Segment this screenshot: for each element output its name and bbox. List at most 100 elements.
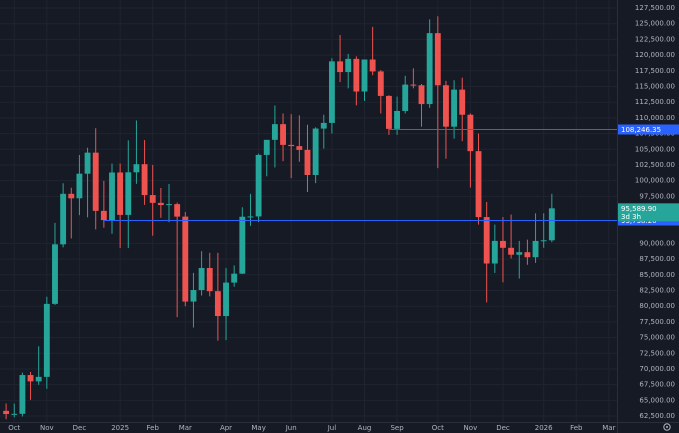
x-tick-label: Oct	[432, 424, 444, 432]
candle-body	[296, 146, 303, 150]
candle-body	[157, 202, 164, 206]
y-tick-label: 110,000.00	[635, 114, 675, 122]
y-tick-label: 77,500.00	[639, 318, 675, 326]
candle-body	[133, 164, 140, 173]
y-tick-label: 120,000.00	[635, 51, 675, 59]
candle-body	[361, 59, 368, 92]
candle-body	[109, 172, 115, 221]
price-line-label-box	[618, 124, 679, 135]
x-tick-label: Mar	[179, 424, 192, 432]
y-tick-label: 100,000.00	[635, 177, 675, 185]
y-tick-label: 80,000.00	[639, 302, 675, 310]
x-tick-label: Oct	[8, 424, 20, 432]
candle-body	[206, 268, 213, 292]
candle-body	[280, 124, 286, 145]
candle-body	[491, 240, 498, 264]
y-tick-label: 70,000.00	[639, 365, 675, 373]
y-tick-label: 82,500.00	[639, 286, 675, 294]
candle-body	[337, 61, 343, 73]
candle-body	[182, 216, 189, 302]
y-tick-label: 105,000.00	[635, 145, 675, 153]
candle-body	[548, 208, 555, 241]
candle-body	[483, 217, 490, 264]
candle-body	[443, 85, 449, 127]
countdown-label: 3d 3h	[621, 213, 641, 221]
candle-body	[239, 216, 246, 274]
candle-body	[475, 151, 482, 218]
candle-body	[198, 268, 205, 291]
candle-body	[214, 291, 221, 317]
y-tick-label: 72,500.00	[639, 349, 675, 357]
y-tick-label: 87,500.00	[639, 255, 675, 263]
y-tick-label: 127,500.00	[635, 4, 675, 12]
candle-body	[328, 61, 335, 123]
settings-icon[interactable]	[663, 423, 671, 431]
candle-body	[60, 193, 67, 245]
candle-body	[353, 58, 360, 92]
candle-body	[43, 303, 50, 377]
candle-body	[320, 122, 327, 129]
candle-body	[84, 152, 91, 174]
x-tick-label: Jun	[285, 424, 297, 432]
candle-body	[524, 252, 531, 258]
candle-body	[141, 164, 148, 196]
candle-body	[35, 376, 42, 382]
candle-body	[369, 59, 376, 72]
y-tick-label: 102,500.00	[635, 161, 675, 169]
x-tick-label: Feb	[570, 424, 583, 432]
candle-body	[394, 110, 401, 129]
y-tick-label: 62,500.00	[639, 412, 675, 420]
candle-body	[125, 172, 132, 215]
candle-body	[68, 193, 75, 199]
candle-body	[247, 216, 254, 218]
x-tick-label: Sep	[390, 424, 404, 432]
candle-body	[500, 240, 506, 248]
candle-body	[410, 84, 417, 86]
candle-body	[149, 195, 156, 203]
y-tick-label: 85,000.00	[639, 271, 675, 279]
candle-body	[304, 149, 311, 176]
candle-body	[402, 84, 409, 111]
candle-body	[467, 114, 474, 152]
x-tick-label: Nov	[40, 424, 54, 432]
candle-body	[418, 85, 425, 105]
y-tick-label: 75,000.00	[639, 334, 675, 342]
y-tick-label: 122,500.00	[635, 35, 675, 43]
x-tick-label: 2025	[111, 424, 129, 432]
x-tick-label: Nov	[464, 424, 478, 432]
candle-body	[508, 247, 515, 255]
y-tick-label: 65,000.00	[639, 396, 675, 404]
y-tick-label: 112,500.00	[635, 98, 675, 106]
candle-body	[288, 144, 295, 147]
x-tick-label: Dec	[73, 424, 87, 432]
x-tick-label: May	[251, 424, 265, 432]
x-tick-label: 2026	[535, 424, 553, 432]
candle-body	[52, 244, 58, 304]
candle-body	[117, 172, 124, 215]
candle-body	[76, 173, 83, 199]
candle-body	[540, 240, 547, 242]
candle-body	[223, 282, 229, 317]
x-tick-label: Dec	[496, 424, 510, 432]
candle-body	[451, 89, 458, 127]
price-line-label: 108,246.35	[621, 126, 661, 134]
candle-body	[434, 33, 441, 86]
candle-body	[27, 375, 34, 382]
candle-body	[255, 154, 262, 217]
candle-body	[263, 139, 270, 155]
candle-body	[11, 413, 18, 415]
candle-body	[231, 273, 238, 283]
x-tick-label: Feb	[147, 424, 160, 432]
last-price-label: 95,589.90	[621, 205, 657, 213]
x-tick-label: Aug	[358, 424, 372, 432]
candle-body	[459, 89, 466, 115]
candle-body	[3, 410, 10, 415]
y-tick-label: 97,500.00	[639, 192, 675, 200]
x-tick-label: Mar	[602, 424, 615, 432]
x-tick-label: Apr	[220, 424, 232, 432]
candle-body	[377, 71, 384, 96]
candle-body	[516, 252, 523, 255]
candle-body	[166, 204, 172, 206]
y-tick-label: 67,500.00	[639, 381, 675, 389]
